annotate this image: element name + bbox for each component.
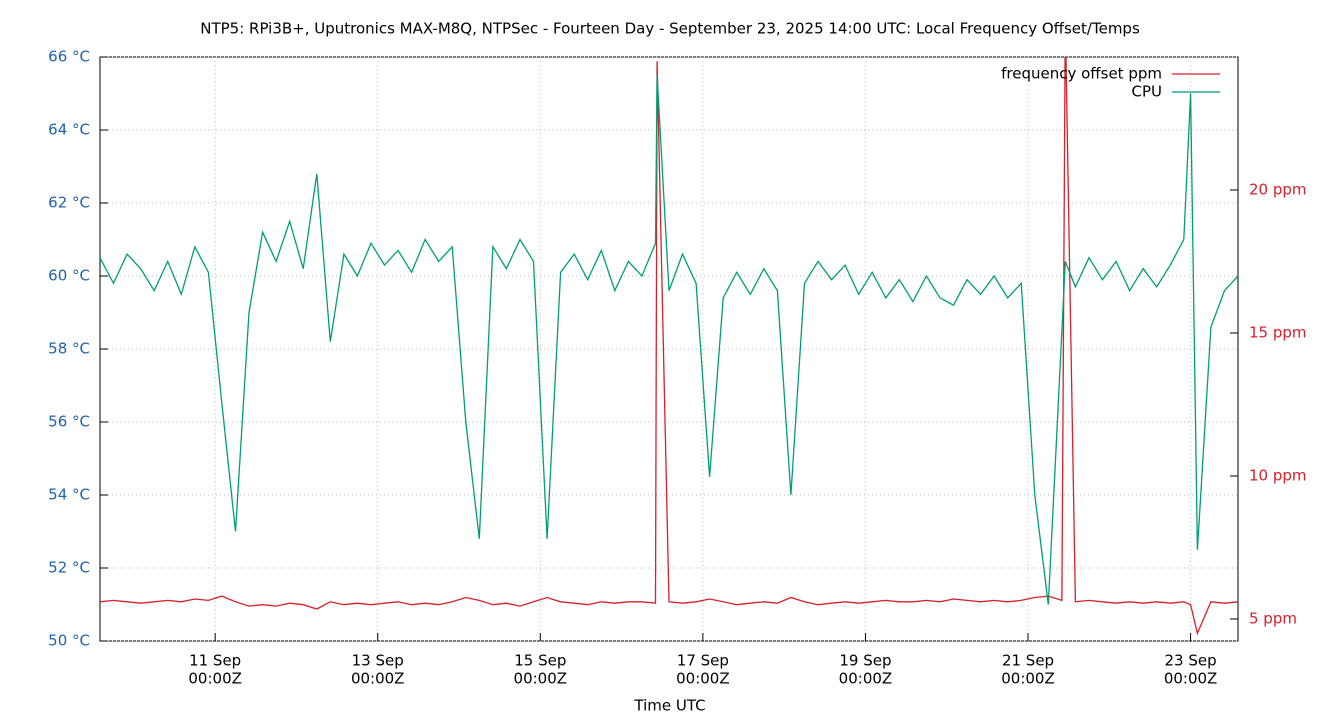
x-tick-label: 13 Sep <box>352 652 404 670</box>
x-tick-label: 11 Sep <box>189 652 241 670</box>
x-tick-label: 00:00Z <box>351 670 405 688</box>
x-tick-label: 21 Sep <box>1002 652 1054 670</box>
x-tick-label: 17 Sep <box>677 652 729 670</box>
y-tick-label: 58 °C <box>48 340 90 358</box>
x-tick-label: 15 Sep <box>514 652 566 670</box>
x-tick-label: 00:00Z <box>839 670 893 688</box>
x-tick-label: 00:00Z <box>1164 670 1218 688</box>
x-axis-label: Time UTC <box>633 697 705 715</box>
y-tick-label: 60 °C <box>48 267 90 285</box>
legend-label: frequency offset ppm <box>1001 65 1162 83</box>
y-tick-label: 64 °C <box>48 121 90 139</box>
plot-area <box>100 57 1238 636</box>
x-tick-label: 00:00Z <box>1001 670 1055 688</box>
y-tick-label: 52 °C <box>48 559 90 577</box>
x-tick-label: 00:00Z <box>514 670 568 688</box>
x-tick-label: 00:00Z <box>676 670 730 688</box>
y-tick-label: 56 °C <box>48 413 90 431</box>
series-line <box>100 57 1238 636</box>
x-tick-label: 19 Sep <box>839 652 891 670</box>
y-tick-label: 54 °C <box>48 486 90 504</box>
y2-tick-label: 20 ppm <box>1249 180 1307 198</box>
x-tick-label: 00:00Z <box>188 670 242 688</box>
y-tick-label: 50 °C <box>48 632 90 650</box>
series-line <box>100 75 1238 605</box>
y-tick-label: 66 °C <box>48 48 90 66</box>
y-tick-label: 62 °C <box>48 194 90 212</box>
chart-title: NTP5: RPi3B+, Uputronics MAX-M8Q, NTPSec… <box>200 20 1140 38</box>
y2-tick-label: 15 ppm <box>1249 323 1307 341</box>
y2-tick-label: 5 ppm <box>1249 609 1297 627</box>
y2-tick-label: 10 ppm <box>1249 466 1307 484</box>
legend-label: CPU <box>1132 83 1163 101</box>
x-tick-label: 23 Sep <box>1165 652 1217 670</box>
